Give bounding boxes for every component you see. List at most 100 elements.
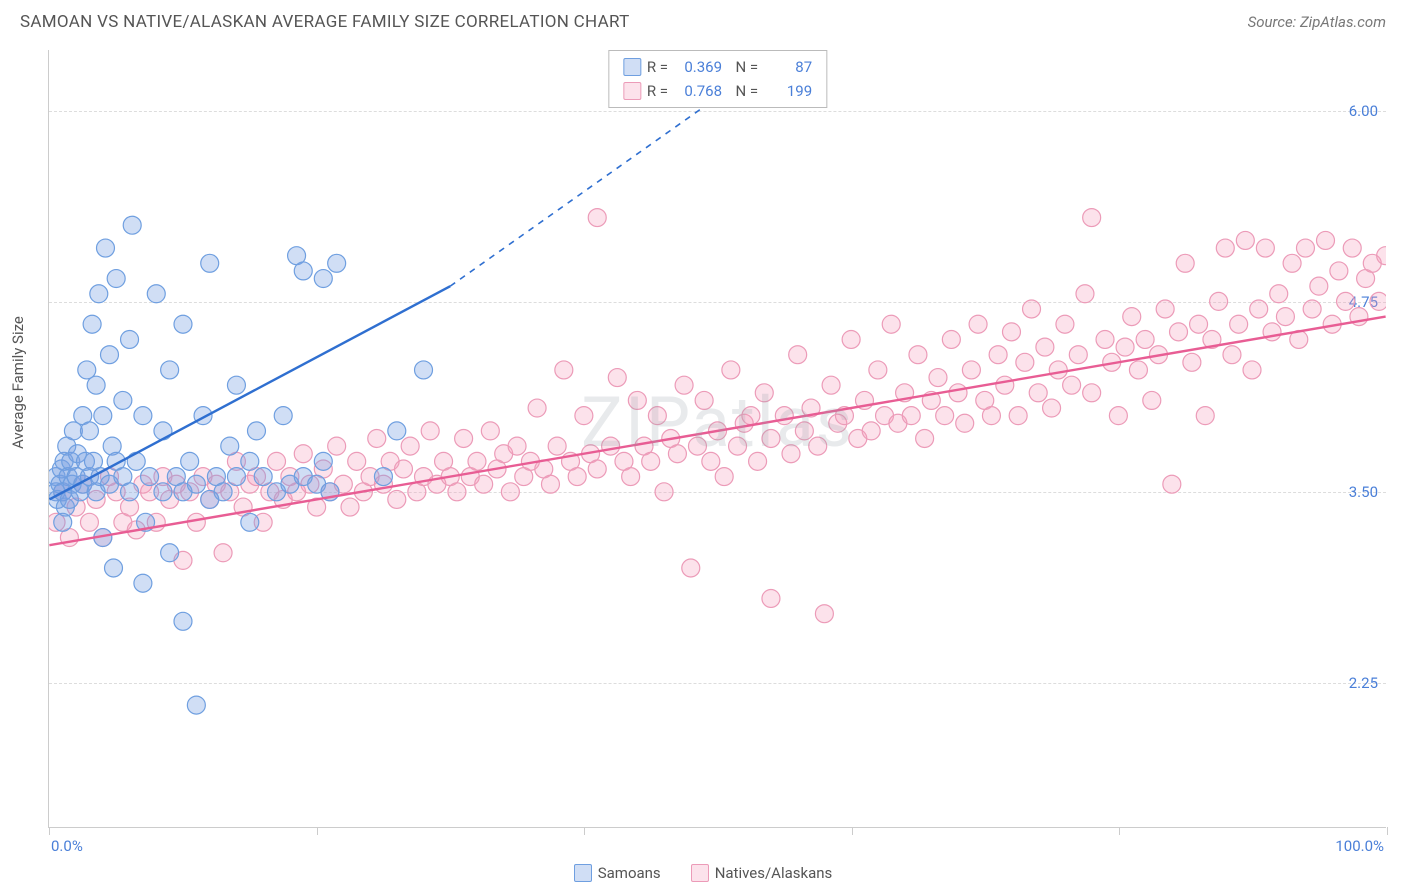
data-point (782, 445, 800, 463)
data-point (1250, 300, 1268, 318)
data-point (1270, 285, 1288, 303)
data-point (481, 422, 499, 440)
data-point (749, 452, 767, 470)
data-point (1223, 346, 1241, 364)
data-point (1176, 254, 1194, 272)
data-point (394, 460, 412, 478)
data-point (1183, 353, 1201, 371)
data-point (541, 475, 559, 493)
data-point (455, 430, 473, 448)
data-point (1056, 315, 1074, 333)
chart-plot-area: ZIPatlas R = 0.369 N = 87 R = 0.768 N = … (48, 50, 1386, 828)
data-point (1317, 231, 1335, 249)
legend-label: Samoans (598, 864, 661, 882)
data-point (328, 437, 346, 455)
legend-label: Natives/Alaskans (715, 864, 833, 882)
data-point (501, 483, 519, 501)
data-point (1276, 308, 1294, 326)
chart-title: SAMOAN VS NATIVE/ALASKAN AVERAGE FAMILY … (20, 12, 630, 32)
data-point (80, 513, 98, 531)
data-point (775, 407, 793, 425)
data-point (1083, 209, 1101, 227)
data-point (795, 422, 813, 440)
n-value: 199 (764, 79, 812, 103)
data-point (105, 559, 123, 577)
data-point (96, 239, 114, 257)
data-point (161, 361, 179, 379)
data-point (101, 346, 119, 364)
data-point (174, 612, 192, 630)
stats-row: R = 0.369 N = 87 (623, 55, 812, 79)
data-point (374, 468, 392, 486)
data-point (1023, 300, 1041, 318)
chart-source: Source: ZipAtlas.com (1248, 13, 1386, 31)
data-point (588, 460, 606, 478)
data-point (742, 407, 760, 425)
x-min-label: 0.0% (51, 837, 83, 855)
data-point (274, 407, 292, 425)
data-point (227, 468, 245, 486)
data-point (294, 445, 312, 463)
data-point (314, 452, 332, 470)
data-point (1016, 353, 1034, 371)
data-point (555, 361, 573, 379)
data-point (134, 574, 152, 592)
data-point (1116, 338, 1134, 356)
scatter-svg (49, 50, 1386, 827)
x-tick (584, 827, 585, 835)
data-point (80, 422, 98, 440)
data-point (1256, 239, 1274, 257)
data-point (1129, 361, 1147, 379)
data-point (789, 346, 807, 364)
data-point (147, 285, 165, 303)
data-point (1283, 254, 1301, 272)
data-point (1156, 300, 1174, 318)
data-point (388, 490, 406, 508)
data-point (181, 452, 199, 470)
x-tick (852, 827, 853, 835)
footer-legend: Samoans Natives/Alaskans (0, 854, 1406, 892)
data-point (809, 437, 827, 455)
data-point (1296, 239, 1314, 257)
data-point (468, 452, 486, 470)
data-point (602, 437, 620, 455)
data-point (1069, 346, 1087, 364)
data-point (929, 369, 947, 387)
n-value: 87 (764, 55, 812, 79)
data-point (1310, 277, 1328, 295)
data-point (475, 475, 493, 493)
data-point (123, 216, 141, 234)
data-point (822, 376, 840, 394)
data-point (341, 498, 359, 516)
data-point (996, 376, 1014, 394)
data-point (989, 346, 1007, 364)
data-point (247, 422, 265, 440)
data-point (421, 422, 439, 440)
data-point (628, 391, 646, 409)
data-point (528, 399, 546, 417)
data-point (388, 422, 406, 440)
data-point (942, 330, 960, 348)
data-point (1236, 231, 1254, 249)
data-point (214, 483, 232, 501)
data-point (241, 513, 259, 531)
r-value: 0.768 (674, 79, 722, 103)
data-point (902, 407, 920, 425)
data-point (1083, 384, 1101, 402)
data-point (127, 452, 145, 470)
stats-row: R = 0.768 N = 199 (623, 79, 812, 103)
data-point (688, 437, 706, 455)
stat-label: N = (728, 79, 758, 103)
data-point (1370, 292, 1386, 310)
data-point (936, 407, 954, 425)
data-point (201, 254, 219, 272)
data-point (134, 407, 152, 425)
data-point (1049, 361, 1067, 379)
data-point (154, 483, 172, 501)
data-point (1230, 315, 1248, 333)
data-point (1337, 292, 1355, 310)
data-point (141, 468, 159, 486)
data-point (94, 407, 112, 425)
data-point (575, 407, 593, 425)
data-point (842, 330, 860, 348)
